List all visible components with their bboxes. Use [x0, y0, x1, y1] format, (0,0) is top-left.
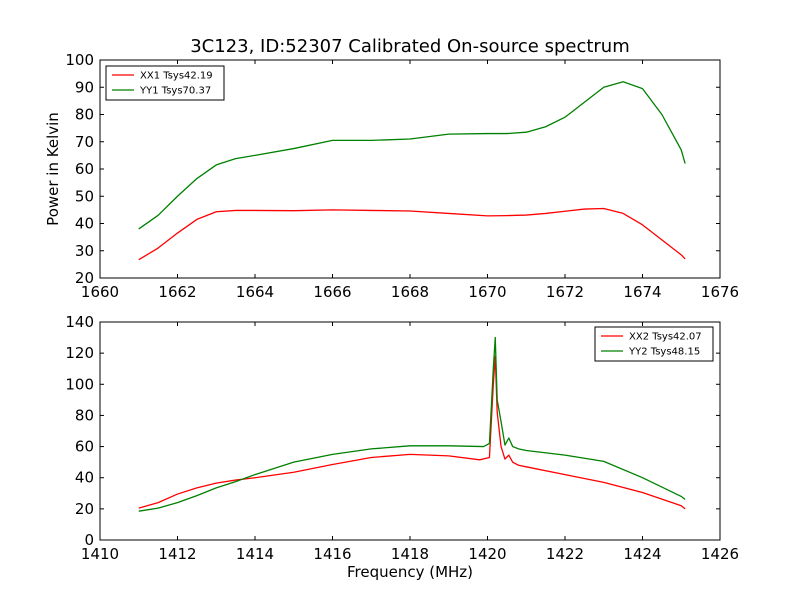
- y-tick-label: 20: [75, 269, 94, 287]
- legend: XX1 Tsys42.19 YY1 Tsys70.37: [105, 65, 225, 101]
- x-axis-label: Frequency (MHz): [347, 563, 473, 581]
- x-tick-label: 1410: [81, 545, 119, 563]
- y-tick-label: 0: [84, 531, 94, 549]
- series-line-yy1: [138, 81, 686, 230]
- legend-entry: YY1 Tsys70.37: [139, 86, 211, 97]
- y-tick-label: 140: [65, 313, 94, 331]
- y-tick-label: 70: [75, 133, 94, 151]
- x-tick-label: 1662: [158, 283, 196, 301]
- x-tick-label: 1674: [623, 283, 661, 301]
- y-tick-label: 80: [75, 106, 94, 124]
- x-tick-label: 1412: [158, 545, 196, 563]
- y-tick-label: 60: [75, 160, 94, 178]
- legend-box: [105, 65, 225, 101]
- x-tick-label: 1670: [468, 283, 506, 301]
- series-line-yy2: [138, 336, 686, 512]
- bottom-panel-xx2-yy2: 1410 1412 1414 1416 1418 1420 1422 1424 1426 0 20 4…: [65, 313, 739, 581]
- y-tick-label: 40: [75, 469, 94, 487]
- x-tick-label: 1426: [701, 545, 739, 563]
- x-tick-label: 1664: [236, 283, 274, 301]
- x-tick-label: 1660: [81, 283, 119, 301]
- legend-entry: XX2 Tsys42.07: [629, 332, 702, 343]
- y-axis-label: Power in Kelvin: [44, 112, 62, 226]
- legend-box: [594, 326, 714, 362]
- x-tick-label: 1668: [391, 283, 429, 301]
- y-tick-label: 60: [75, 438, 94, 456]
- x-tick-label: 1666: [313, 283, 351, 301]
- x-tick-label: 1420: [468, 545, 506, 563]
- legend-entry: XX1 Tsys42.19: [140, 71, 213, 82]
- x-tick-label: 1422: [546, 545, 584, 563]
- y-tick-label: 20: [75, 500, 94, 518]
- y-tick-label: 50: [75, 187, 94, 205]
- y-tick-label: 90: [75, 78, 94, 96]
- top-panel-xx1-yy1: 1660 1662 1664 1666 1668 1670 1672 1674 1676 20 30…: [44, 51, 739, 301]
- series-line-xx1: [138, 207, 686, 261]
- x-tick-label: 1672: [546, 283, 584, 301]
- y-tick-label: 100: [65, 51, 94, 69]
- x-tick-label: 1414: [236, 545, 274, 563]
- x-tick-label: 1418: [391, 545, 429, 563]
- y-tick-label: 120: [65, 344, 94, 362]
- y-tick-label: 80: [75, 406, 94, 424]
- x-tick-label: 1676: [701, 283, 739, 301]
- y-tick-label: 40: [75, 215, 94, 233]
- series-line-xx2: [138, 355, 686, 510]
- y-tick-label: 100: [65, 375, 94, 393]
- chart-title: 3C123, ID:52307 Calibrated On-source spe…: [190, 36, 630, 57]
- legend-entry: YY2 Tsys48.15: [628, 347, 700, 358]
- legend: XX2 Tsys42.07 YY2 Tsys48.15: [594, 326, 714, 362]
- x-tick-label: 1416: [313, 545, 351, 563]
- x-tick-label: 1424: [623, 545, 661, 563]
- y-tick-label: 30: [75, 242, 94, 260]
